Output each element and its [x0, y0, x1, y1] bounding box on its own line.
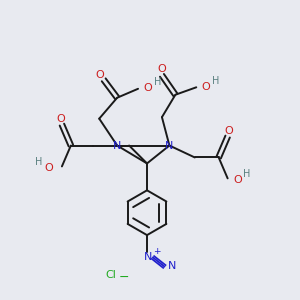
- Text: −: −: [118, 271, 129, 284]
- Text: H: H: [35, 157, 43, 167]
- Text: O: O: [143, 83, 152, 93]
- Text: +: +: [153, 247, 160, 256]
- Text: Cl: Cl: [106, 270, 117, 280]
- Text: N: N: [113, 140, 121, 151]
- Text: O: O: [202, 82, 210, 92]
- Text: O: O: [56, 114, 65, 124]
- Text: O: O: [157, 64, 166, 74]
- Text: H: H: [212, 76, 219, 86]
- Text: N: N: [165, 140, 174, 151]
- Text: H: H: [154, 77, 161, 87]
- Text: O: O: [96, 70, 104, 80]
- Text: O: O: [225, 126, 233, 136]
- Text: O: O: [45, 163, 53, 173]
- Text: H: H: [243, 169, 250, 179]
- Text: N: N: [168, 262, 177, 272]
- Text: O: O: [233, 175, 242, 185]
- Text: N: N: [144, 253, 153, 262]
